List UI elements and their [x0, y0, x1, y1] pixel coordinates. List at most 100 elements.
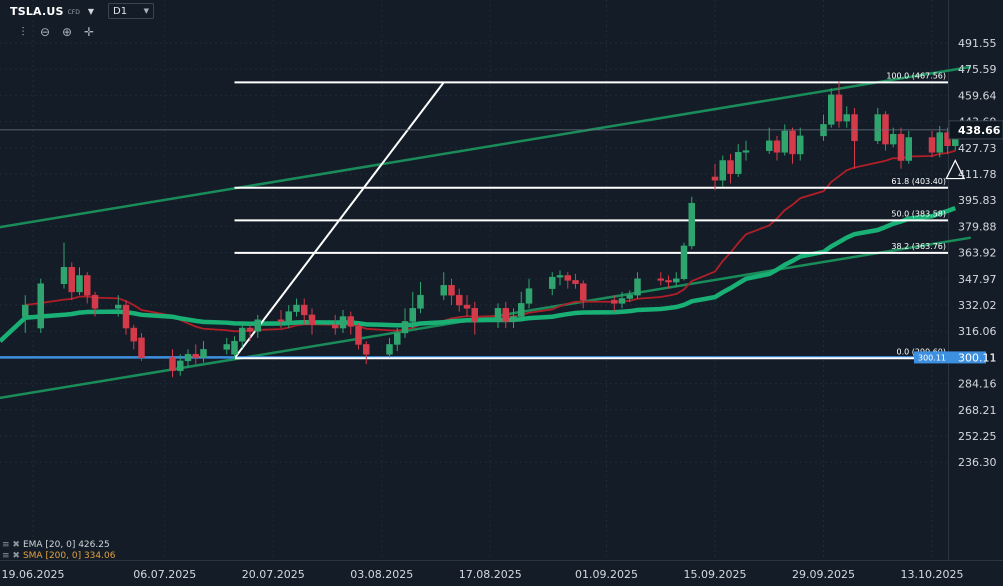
sma-legend[interactable]: ≡ ✖ SMA [200, 0] 334.06: [2, 551, 115, 562]
candle-body: [835, 94, 843, 122]
candle-body: [564, 275, 571, 281]
candle: [735, 144, 742, 177]
candle: [138, 332, 145, 361]
candle-body: [665, 280, 672, 283]
candle: [719, 155, 726, 187]
candle-body: [882, 114, 889, 145]
candle-body: [719, 160, 726, 181]
candle: [502, 301, 509, 329]
candle-body: [76, 275, 83, 293]
candle: [510, 308, 517, 329]
candle-body: [797, 135, 804, 155]
y-tick-label: 491.55: [958, 37, 997, 50]
candle: [680, 242, 688, 281]
candle: [192, 344, 199, 365]
current-price-label: 438.66: [958, 124, 1001, 137]
candle: [742, 140, 750, 161]
candle: [518, 291, 525, 322]
candle-body: [332, 324, 339, 329]
ema-legend[interactable]: ≡ ✖ EMA [20, 0] 426.25: [2, 540, 115, 551]
candle-body: [239, 327, 246, 342]
candle: [463, 295, 471, 317]
candle: [580, 280, 587, 309]
symbol-dropdown-icon[interactable]: ▼: [87, 6, 95, 16]
candle-body: [130, 327, 137, 342]
candle: [773, 135, 781, 161]
x-tick-label: 06.07.2025: [133, 568, 196, 581]
candle: [68, 262, 75, 301]
y-tick-label: 236.30: [958, 456, 997, 469]
candle: [440, 272, 447, 301]
y-tick-label: 363.92: [958, 247, 997, 260]
candle-body: [115, 304, 122, 309]
candle-body: [742, 150, 750, 153]
candle: [394, 328, 401, 352]
candle: [471, 301, 478, 335]
candle: [711, 163, 719, 191]
candle: [828, 88, 835, 128]
candle-body: [347, 316, 354, 327]
candle-body: [905, 137, 912, 161]
candle-body: [773, 140, 781, 153]
candle: [843, 106, 850, 128]
candle-body: [91, 294, 99, 309]
candle-body: [277, 319, 285, 322]
fib-swing-line: [233, 81, 445, 359]
x-tick-label: 17.08.2025: [459, 568, 522, 581]
candle-body: [657, 278, 664, 281]
candle: [386, 337, 393, 358]
candle: [37, 278, 44, 333]
candle-body: [60, 267, 68, 284]
candle: [874, 107, 881, 145]
candle: [564, 272, 571, 289]
candle: [766, 127, 773, 154]
candle: [789, 127, 796, 164]
y-tick-label: 395.83: [958, 194, 997, 207]
symbol-label[interactable]: TSLA.US: [10, 4, 64, 18]
candle-body: [874, 114, 881, 142]
candle-body: [781, 130, 788, 153]
candle-body: [688, 202, 695, 247]
crosshair-icon[interactable]: ✛: [83, 25, 95, 39]
instrument-type-label: CFD: [67, 8, 80, 16]
candle-body: [448, 285, 455, 296]
ema-remove-icon[interactable]: ≡ ✖: [2, 540, 20, 550]
candle: [905, 130, 912, 164]
candle-body: [673, 278, 680, 283]
y-tick-label: 268.21: [958, 404, 997, 417]
candle: [882, 111, 889, 151]
candle: [285, 305, 292, 329]
y-tick-label: 284.16: [958, 378, 997, 391]
x-tick-label: 20.07.2025: [242, 568, 305, 581]
candle-body: [440, 285, 447, 296]
candle-body: [618, 298, 626, 304]
zoom-in-icon[interactable]: ⊕: [61, 25, 73, 39]
candle: [355, 323, 362, 350]
y-tick-label: 252.25: [958, 430, 997, 443]
candle-body: [223, 344, 230, 350]
timeframe-select[interactable]: D1 ▼: [108, 3, 155, 19]
candle: [200, 341, 207, 363]
ema-legend-label: EMA [20, 0] 426.25: [22, 540, 110, 550]
indicators-icon[interactable]: ⫶: [21, 25, 25, 39]
candle: [936, 126, 943, 158]
zoom-out-icon[interactable]: ⊖: [39, 25, 51, 39]
candle: [22, 295, 29, 333]
support-price-label: 300.11: [958, 351, 997, 364]
fib-level-label: 61.8 (403.40): [891, 177, 946, 186]
fib-level-label: 100.0 (467.56): [886, 71, 946, 80]
y-tick-label: 347.97: [958, 273, 997, 286]
y-tick-label: 332.02: [958, 299, 997, 312]
sma-remove-icon[interactable]: ≡ ✖: [2, 551, 20, 561]
candle: [84, 272, 91, 304]
candle-body: [502, 308, 509, 322]
timeframe-value: D1: [113, 5, 128, 17]
y-tick-label: 379.88: [958, 220, 997, 233]
candle: [634, 272, 641, 299]
candle-body: [122, 304, 130, 329]
candle-body: [936, 132, 943, 153]
candle-body: [246, 327, 254, 332]
candle-body: [177, 360, 184, 371]
candle: [456, 288, 463, 312]
